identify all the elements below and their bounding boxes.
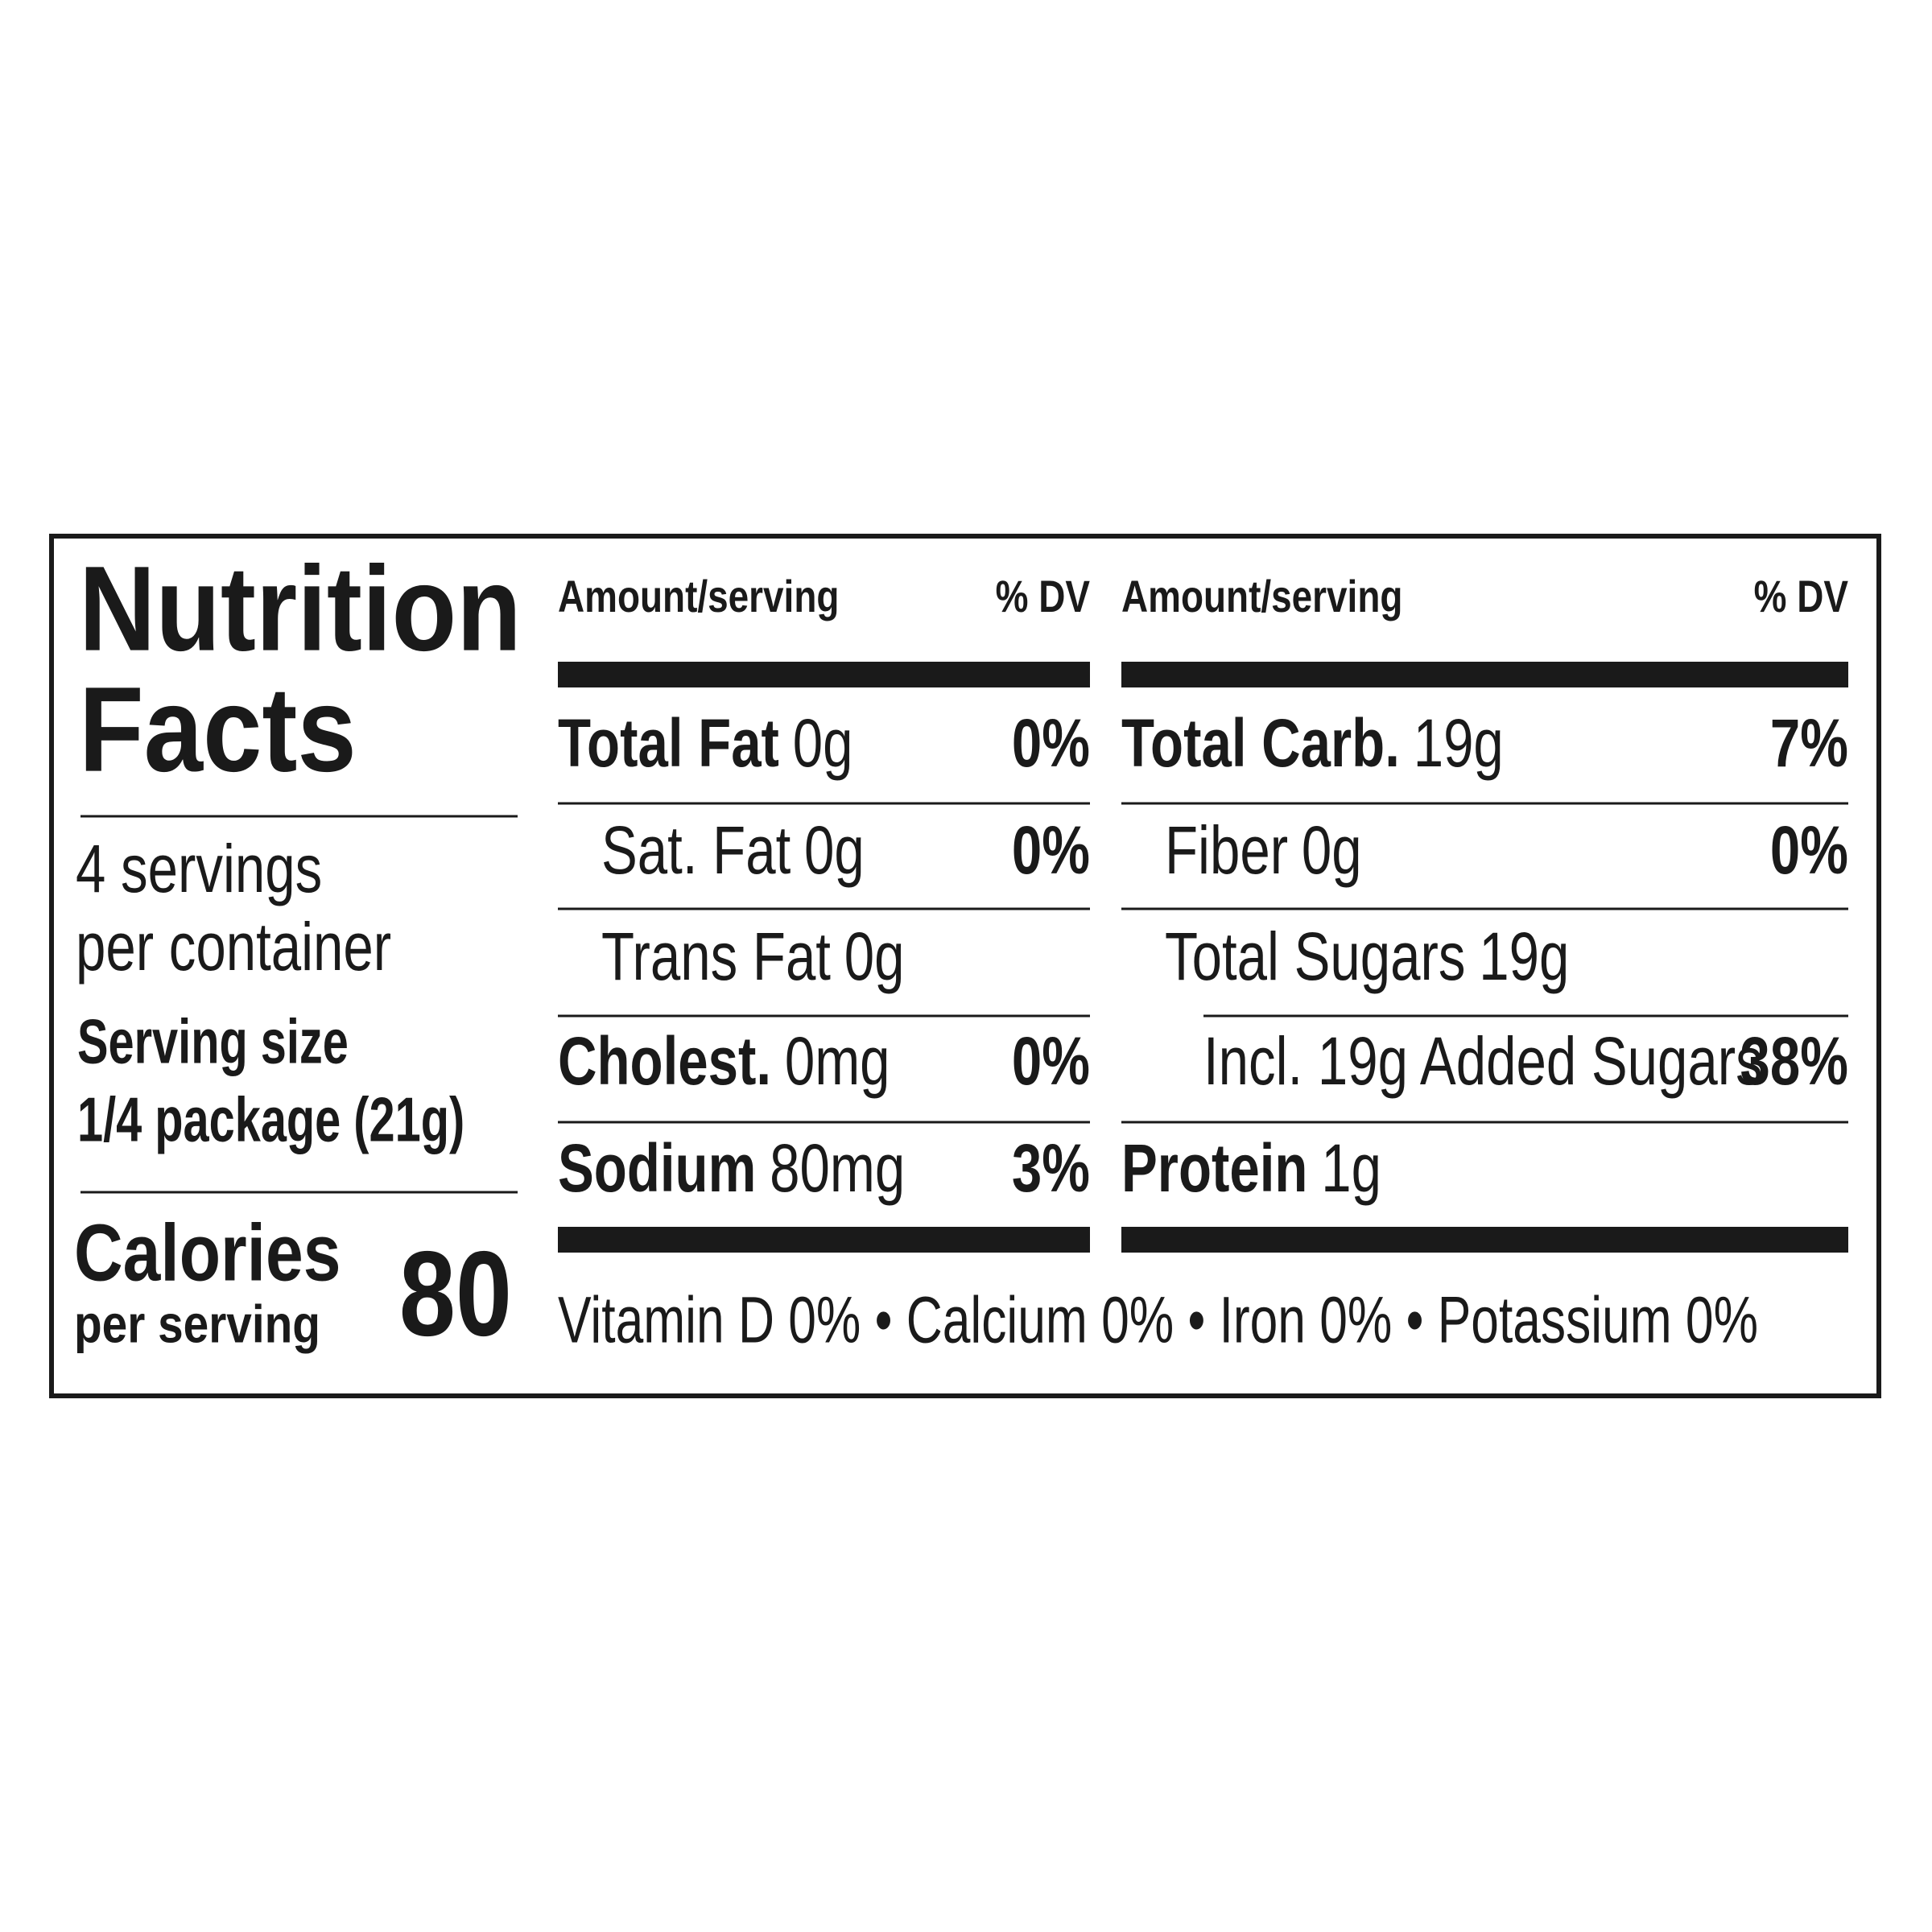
serving-size-label: Serving size [77,1006,349,1077]
servings: 4 servings [76,832,322,907]
calories-value: 80 [399,1227,512,1361]
nutrient-dv: 0% [1012,1024,1090,1100]
amount-header: Amount/serving [558,571,839,621]
nutrient: Trans Fat 0g [601,919,905,995]
nutrient-dv: 3% [1012,1131,1090,1207]
nutrient: Total Carb. 19g [1121,706,1504,782]
nutrient: Total Fat 0g [558,706,852,782]
nutrient-label: Cholest. [558,1024,771,1100]
dv-header: % DV [996,571,1090,621]
nutrient: Sat. Fat 0g [601,813,865,889]
nutrient-amount: 0g [1302,813,1362,889]
nutrient-label: Total Fat [558,706,779,782]
nutrient: Incl. 19g Added Sugars [1203,1024,1763,1100]
nutrient-label: Protein [1121,1131,1307,1207]
footer: Vitamin D 0% • Calcium 0% • Iron 0% • Po… [558,1283,1758,1356]
nutrient-amount: 19g [1414,706,1504,782]
nutrient-label: Total Carb. [1121,706,1400,782]
nutrient-dv: 7% [1770,706,1848,782]
nutrient: Cholest. 0mg [558,1024,890,1100]
dv-header: % DV [1754,571,1848,621]
nutrient-label: Sat. Fat [601,813,791,889]
nutrient-dv: 0% [1770,813,1848,889]
nutrient-amount: 80mg [770,1131,905,1207]
calories-label: Calories [74,1207,341,1298]
nutrient: Fiber 0g [1165,813,1362,889]
nutrient-amount: 0mg [785,1024,890,1100]
nutrient-dv: 0% [1012,706,1090,782]
nutrient: Total Sugars 19g [1165,919,1569,995]
serving-size-value: 1/4 package (21g) [77,1084,464,1155]
nutrient-amount: 0g [844,919,905,995]
nutrient-label: Trans Fat [601,919,831,995]
calories-sublabel: per serving [74,1294,320,1354]
nutrient-dv: 0% [1012,813,1090,889]
nutrient-label: Total Sugars [1165,919,1465,995]
nutrient: Protein 1g [1121,1131,1381,1207]
nutrient-label: Fiber [1165,813,1288,889]
nutrient: Sodium 80mg [558,1131,905,1207]
nutrient-amount: 0g [804,813,865,889]
title: Nutrition [79,541,522,676]
nutrient-amount: 19g [1479,919,1569,995]
nutrient-amount: 1g [1321,1131,1381,1207]
nutrient-label: Incl. 19g Added Sugars [1203,1024,1763,1100]
nutrient-dv: 38% [1740,1024,1848,1100]
nutrient-amount: 0g [793,706,853,782]
servings: per container [76,910,391,985]
title: Facts [79,662,357,797]
amount-header: Amount/serving [1121,571,1402,621]
nutrient-label: Sodium [558,1131,756,1207]
